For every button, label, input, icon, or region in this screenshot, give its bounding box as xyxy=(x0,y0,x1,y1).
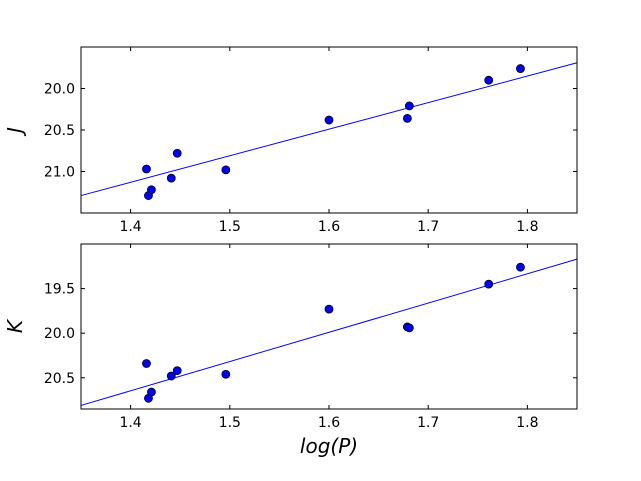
x-tick-label: 1.5 xyxy=(219,219,241,235)
data-point xyxy=(324,304,334,314)
x-tick-label: 1.4 xyxy=(119,219,141,235)
data-point xyxy=(172,148,182,158)
fit-line-layer xyxy=(80,258,578,406)
y-tick-label: 20.5 xyxy=(44,123,75,139)
ticks-layer xyxy=(81,47,577,213)
y-tick-label: 21.0 xyxy=(44,165,75,181)
points-layer xyxy=(142,64,525,200)
x-axis-label: log(P) xyxy=(300,434,358,458)
data-point xyxy=(166,173,176,183)
x-tick-labels: 1.4 1.5 1.6 1.7 1.8 xyxy=(119,415,538,431)
x-tick-label: 1.6 xyxy=(318,219,340,235)
data-point xyxy=(516,64,525,73)
data-point xyxy=(516,262,525,272)
ticks-layer xyxy=(81,244,577,409)
data-point xyxy=(172,366,182,376)
fit-line-layer xyxy=(80,62,578,197)
x-tick-labels: 1.4 1.5 1.6 1.7 1.8 xyxy=(119,219,538,235)
data-point xyxy=(147,387,156,397)
x-tick-label: 1.7 xyxy=(417,415,439,431)
data-point xyxy=(166,371,176,381)
data-point xyxy=(221,165,231,175)
data-point xyxy=(484,279,494,289)
y-tick-label: 20.0 xyxy=(44,82,75,98)
data-point xyxy=(221,369,231,379)
data-point xyxy=(142,164,151,174)
y-axis-label: J xyxy=(3,127,27,137)
data-point xyxy=(324,115,334,125)
panel-j: 1.4 1.5 1.6 1.7 1.8 20.0 20.5 21.0 J xyxy=(3,46,578,235)
y-axis-label: K xyxy=(3,318,27,333)
data-point xyxy=(484,75,494,85)
y-tick-labels: 19.5 20.0 20.5 xyxy=(44,282,75,387)
x-tick-label: 1.6 xyxy=(318,415,340,431)
x-tick-label: 1.5 xyxy=(219,415,241,431)
x-tick-label: 1.7 xyxy=(417,219,439,235)
y-tick-label: 19.5 xyxy=(44,282,75,298)
points-layer xyxy=(142,262,525,403)
y-tick-labels: 20.0 20.5 21.0 xyxy=(44,82,75,181)
data-point xyxy=(142,359,151,368)
data-point xyxy=(147,185,156,195)
x-tick-label: 1.8 xyxy=(516,415,538,431)
data-point xyxy=(404,323,414,333)
x-tick-label: 1.8 xyxy=(516,219,538,235)
data-point xyxy=(404,101,414,111)
x-tick-label: 1.4 xyxy=(119,415,141,431)
y-tick-label: 20.0 xyxy=(44,326,75,342)
fit-line xyxy=(80,258,578,406)
y-tick-label: 20.5 xyxy=(44,371,75,387)
data-point xyxy=(402,113,412,123)
fit-line xyxy=(80,62,578,197)
panel-k: 1.4 1.5 1.6 1.7 1.8 19.5 20.0 20.5 K log(P) xyxy=(3,243,578,458)
